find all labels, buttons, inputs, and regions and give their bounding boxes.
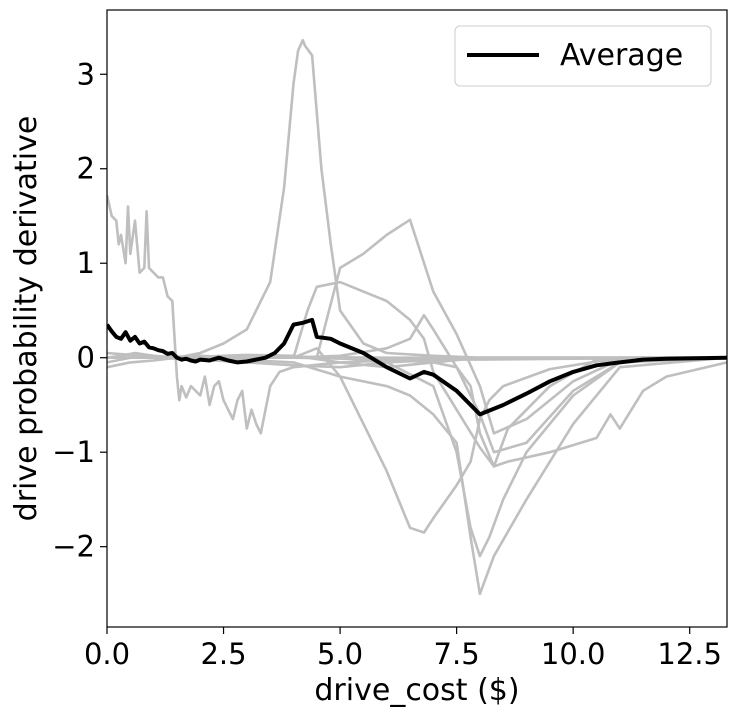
- y-tick-label: −2: [52, 530, 95, 564]
- x-tick-label: 2.5: [200, 637, 246, 671]
- x-tick-label: 0.0: [84, 637, 130, 671]
- y-tick-label: 0: [77, 341, 95, 375]
- individual-line-8: [107, 356, 727, 558]
- average-line: [107, 317, 727, 417]
- individual-line-9: [107, 356, 727, 468]
- x-tick-label: 7.5: [434, 637, 480, 671]
- x-axis: 0.0 2.5 5.0 7.5 10.0 12.5: [84, 627, 722, 671]
- individual-line-4: [107, 280, 727, 468]
- y-tick-label: 3: [77, 57, 95, 91]
- legend: Average: [454, 25, 712, 87]
- x-axis-label: drive_cost ($): [314, 673, 519, 708]
- individual-line-6: [107, 313, 727, 454]
- y-tick-label: −1: [52, 435, 95, 469]
- legend-box: [454, 25, 712, 87]
- legend-label-average: Average: [560, 38, 683, 73]
- x-tick-label: 12.5: [657, 637, 722, 671]
- x-tick-label: 10.0: [541, 637, 606, 671]
- x-tick-label: 5.0: [317, 637, 363, 671]
- y-tick-label: 1: [77, 246, 95, 280]
- average-line-group: [107, 317, 727, 417]
- y-axis: −2 −1 0 1 2 3: [52, 57, 107, 564]
- individual-line-2: [107, 38, 727, 359]
- individual-lines: [107, 38, 727, 596]
- y-tick-label: 2: [77, 152, 95, 186]
- plot-frame: [106, 9, 728, 628]
- individual-line-1: [107, 194, 727, 435]
- individual-line-5: [107, 347, 727, 534]
- y-axis-label: drive probability derivative: [9, 116, 44, 522]
